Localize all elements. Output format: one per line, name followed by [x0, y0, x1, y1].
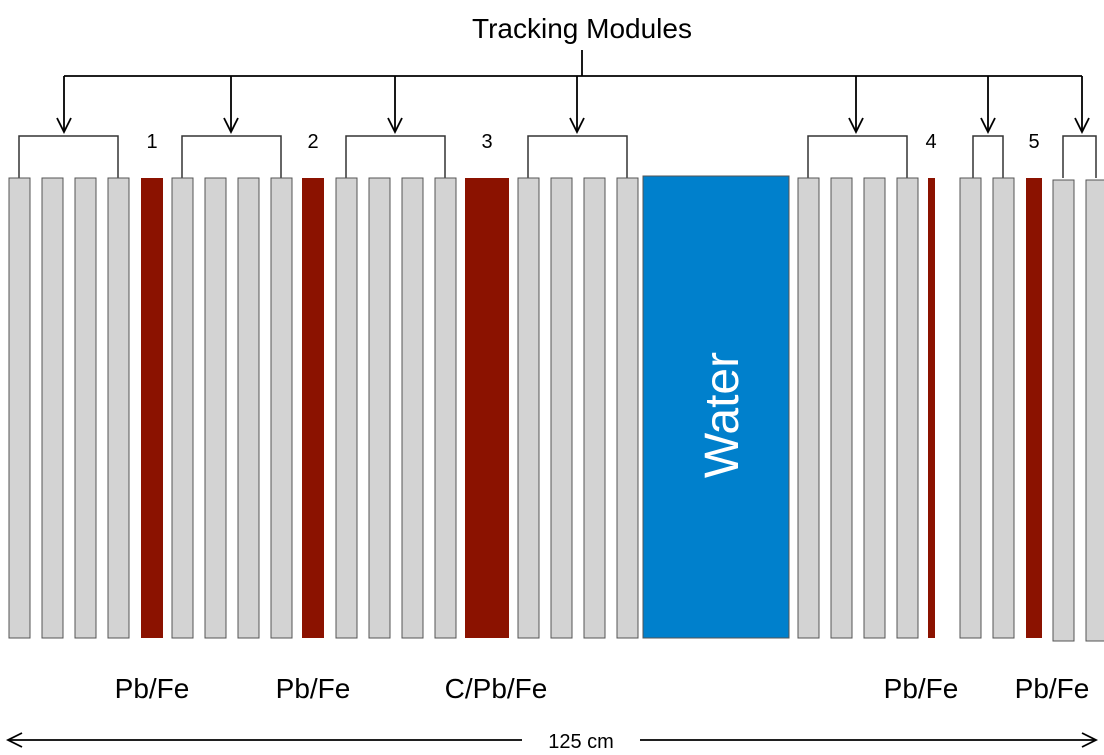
- tracking-module: [550, 177, 573, 639]
- nuclear-targets: [141, 178, 1042, 638]
- tracking-module: [335, 177, 358, 639]
- tracking-module: [401, 177, 424, 639]
- tracking-module: [992, 177, 1015, 639]
- tracking-modules: [8, 177, 1104, 642]
- target-numbers: 1 2 3 4 5: [146, 131, 1039, 153]
- tracking-module: [368, 177, 391, 639]
- material-label: Pb/Fe: [1015, 673, 1090, 704]
- nuclear-target: [141, 178, 163, 638]
- down-arrowhead: [848, 117, 864, 135]
- tracking-module: [1085, 179, 1104, 642]
- nuclear-target: [302, 178, 324, 638]
- tracking-module: [8, 177, 31, 639]
- down-arrowhead: [980, 117, 996, 135]
- down-arrowhead: [387, 117, 403, 135]
- target-number: 5: [1028, 131, 1039, 153]
- left-arrowhead: [5, 732, 23, 748]
- tracking-module: [74, 177, 97, 639]
- tracking-module: [434, 177, 457, 639]
- tracking-module: [41, 177, 64, 639]
- module-bracket: [1062, 135, 1097, 178]
- target-number: 2: [307, 131, 318, 153]
- module-brackets: [18, 135, 1097, 178]
- material-labels: Pb/Fe Pb/Fe C/Pb/Fe Pb/Fe Pb/Fe: [115, 673, 1090, 704]
- tracking-module: [797, 177, 820, 639]
- diagram-title: Tracking Modules: [472, 13, 692, 44]
- nuclear-target: [465, 178, 509, 638]
- tracking-module: [270, 177, 293, 639]
- tracking-module: [517, 177, 540, 639]
- tracking-module: [616, 177, 639, 639]
- module-bracket: [181, 135, 282, 178]
- water-target: [642, 175, 790, 639]
- target-number: 4: [925, 131, 936, 153]
- tracking-module: [583, 177, 606, 639]
- target-number: 3: [481, 131, 492, 153]
- tracking-module: [896, 177, 919, 639]
- module-bracket: [972, 135, 1004, 178]
- module-bracket: [807, 135, 908, 178]
- length-label: 125 cm: [548, 731, 614, 753]
- down-arrowhead: [569, 117, 585, 135]
- right-arrowhead: [1081, 732, 1099, 748]
- water-label: Water: [696, 352, 749, 478]
- nuclear-target: [928, 178, 935, 638]
- down-arrowhead: [223, 117, 239, 135]
- tracking-module: [237, 177, 260, 639]
- tracking-module: [863, 177, 886, 639]
- down-arrowhead: [56, 117, 72, 135]
- tracking-module: [171, 177, 194, 639]
- tracking-module: [107, 177, 130, 639]
- material-label: Pb/Fe: [884, 673, 959, 704]
- module-bracket: [345, 135, 446, 178]
- module-bracket: [527, 135, 628, 178]
- down-arrowhead: [1074, 117, 1090, 135]
- tracking-module: [959, 177, 982, 639]
- material-label: C/Pb/Fe: [445, 673, 548, 704]
- tracking-module: [830, 177, 853, 639]
- length-dimension: 125 cm: [5, 731, 1099, 753]
- tracking-module: [204, 177, 227, 639]
- module-bracket: [18, 135, 119, 178]
- target-number: 1: [146, 131, 157, 153]
- nuclear-target: [1026, 178, 1042, 638]
- distribution-lines: [56, 50, 1090, 135]
- material-label: Pb/Fe: [115, 673, 190, 704]
- tracking-module: [1052, 179, 1075, 642]
- material-label: Pb/Fe: [276, 673, 351, 704]
